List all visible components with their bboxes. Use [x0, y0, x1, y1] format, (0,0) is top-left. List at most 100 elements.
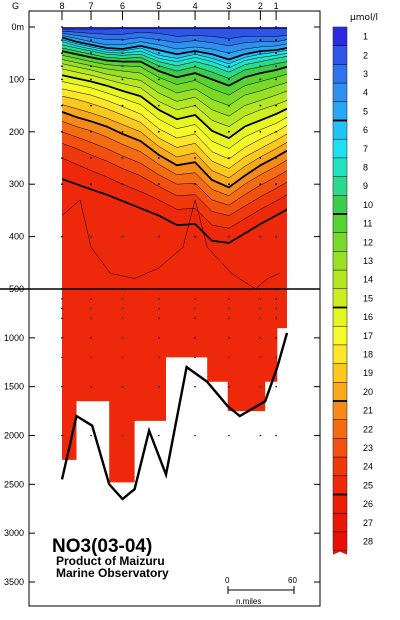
scale-tick-0: 0 — [225, 576, 230, 585]
sample-dot — [275, 104, 278, 107]
contour-line — [62, 81, 287, 149]
colorbar-level-label: 24 — [363, 462, 373, 472]
colorbar-level-label: 19 — [363, 368, 373, 378]
sample-dot — [228, 130, 230, 133]
upper-section — [62, 27, 287, 289]
colorbar-swatch — [333, 419, 347, 439]
sample-dot — [121, 26, 124, 28]
scale-tick-60: 60 — [288, 576, 297, 585]
sample-dot — [259, 183, 262, 186]
sample-dot — [194, 337, 196, 339]
station-axis: G 8 7 6 5 4 3 2 1 — [12, 1, 279, 20]
sample-dot — [194, 297, 196, 300]
depth-tick-label: 500 — [9, 284, 24, 294]
sample-dot — [259, 385, 262, 388]
sample-dot — [275, 26, 278, 28]
colorbar-swatch — [333, 232, 347, 252]
sample-dot — [275, 434, 277, 437]
sample-dot — [228, 183, 230, 186]
colorbar-level-label: 7 — [363, 144, 368, 154]
lower-section — [60, 289, 289, 501]
colorbar-level-label: 10 — [363, 200, 373, 210]
sample-dot — [90, 78, 92, 81]
sample-dot — [259, 307, 262, 310]
sample-dot — [194, 288, 196, 290]
station-label: 4 — [193, 1, 198, 11]
contour-line — [62, 88, 287, 160]
colorbar-swatch — [333, 45, 347, 65]
sample-dot — [194, 385, 196, 388]
sample-dot — [61, 337, 63, 339]
sample-dot — [194, 235, 196, 238]
contour-line — [62, 44, 287, 73]
contour-line — [62, 131, 287, 206]
contour-line — [62, 39, 287, 64]
sample-dot — [275, 39, 278, 41]
sample-dot — [121, 385, 124, 388]
sample-dot — [121, 65, 124, 68]
scale-label: n.miles — [236, 597, 261, 606]
contour-line — [62, 28, 287, 30]
sample-dot — [275, 130, 278, 133]
sample-dot — [194, 104, 196, 107]
sample-dot — [194, 307, 196, 310]
sample-dot — [61, 65, 63, 68]
sample-dot — [157, 385, 160, 388]
sample-dot — [157, 317, 160, 320]
sample-dot — [61, 104, 63, 107]
sample-dot — [90, 307, 92, 310]
sample-dot — [228, 317, 230, 320]
sample-dot — [228, 288, 230, 290]
sample-dot — [275, 288, 278, 290]
contour-line — [62, 50, 287, 87]
station-label: 8 — [60, 1, 65, 11]
sample-dot — [61, 307, 63, 310]
sample-dot — [61, 78, 63, 81]
sample-dot — [275, 78, 278, 81]
sample-dot — [90, 104, 92, 107]
colorbar-swatch — [333, 83, 347, 103]
sample-dot — [194, 52, 196, 55]
sample-dot — [194, 26, 196, 28]
colorbar-level-label: 1 — [363, 32, 368, 42]
contour-line — [62, 59, 287, 106]
colorbar-swatch — [333, 270, 347, 290]
sample-dot — [259, 104, 262, 107]
chart-title: NO3(03-04) — [52, 536, 152, 557]
colorbar-swatch — [333, 214, 347, 233]
contour-line — [62, 74, 287, 140]
depth-tick-label: 300 — [9, 179, 24, 189]
sample-dot — [157, 297, 160, 300]
colorbar-swatch — [333, 64, 347, 84]
sample-dot — [61, 183, 63, 186]
sample-dot — [228, 235, 230, 238]
colorbar-swatch — [333, 326, 347, 346]
station-label: 5 — [156, 1, 161, 11]
sample-dot — [275, 317, 277, 320]
sample-dot — [90, 130, 92, 133]
sample-dot — [157, 65, 160, 68]
producer-line-2: Marine Observatory — [56, 566, 169, 580]
upper-contour-bands — [62, 27, 287, 289]
sample-dot — [259, 337, 262, 339]
sample-points — [61, 26, 278, 437]
depth-tick-label: 100 — [9, 74, 24, 84]
sample-dot — [275, 385, 277, 388]
depth-tick-label: 2000 — [4, 431, 24, 441]
sample-dot — [121, 307, 124, 310]
sample-dot — [157, 130, 160, 133]
contour-line — [62, 33, 287, 47]
contour-line — [62, 111, 287, 189]
contour-line — [62, 178, 287, 244]
colorbar-swatch — [333, 288, 347, 308]
sample-dot — [157, 78, 160, 81]
sample-dot — [61, 434, 63, 437]
contour-line — [62, 199, 280, 289]
sample-dot — [121, 157, 124, 159]
colorbar-swatch — [333, 157, 347, 177]
producer-line-1: Product of Maizuru — [56, 554, 165, 568]
colorbar-swatch — [333, 195, 347, 215]
sample-dot — [194, 317, 196, 320]
colorbar-swatch — [333, 307, 347, 327]
colorbar-swatch — [333, 176, 347, 196]
